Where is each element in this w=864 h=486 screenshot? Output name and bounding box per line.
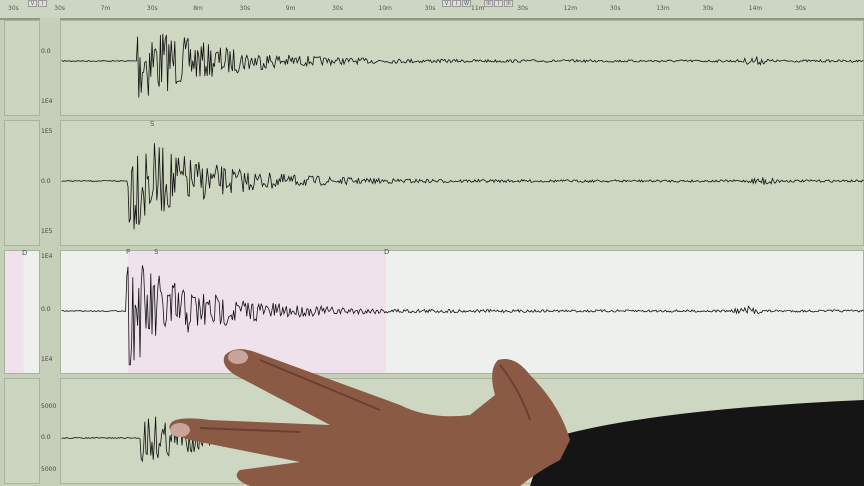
time-tick-label: 30s [517, 5, 529, 12]
amplitude-axis [40, 18, 60, 118]
amplitude-axis [40, 376, 60, 486]
ruler-button[interactable]: W [462, 0, 471, 7]
amplitude-axis [40, 118, 60, 248]
time-tick-label: 30s [424, 5, 436, 12]
seismogram-trace [61, 265, 864, 366]
ruler-button[interactable]: III [484, 0, 493, 7]
ruler-button[interactable]: III [504, 0, 513, 7]
time-tick-label: 9m [285, 5, 296, 12]
sleeve [530, 400, 864, 486]
time-tick-label: 11m [471, 5, 485, 12]
s-phase-marker: S [154, 248, 159, 256]
zero-label: 0.0 [41, 306, 51, 313]
bottom-label: 1E5 [41, 228, 53, 235]
zero-label: 0.0 [41, 178, 51, 185]
bottom-label: 1E4 [41, 356, 53, 363]
time-tick-label: 10m [378, 5, 392, 12]
channel-thumbnail[interactable] [4, 378, 40, 484]
time-tick-label: 13m [656, 5, 670, 12]
d-marker: D [384, 248, 390, 256]
bottom-label: 1E4 [41, 98, 53, 105]
seismogram-trace [61, 33, 864, 98]
s-phase-marker: S [150, 120, 155, 128]
time-tick-label: 30s [795, 5, 806, 12]
seismogram-trace [61, 143, 864, 230]
time-tick-label: 12m [563, 5, 578, 12]
channel-thumbnail[interactable] [4, 20, 40, 116]
channel-thumbnail[interactable] [4, 120, 40, 246]
time-tick-label: 30s [8, 5, 19, 12]
top-label: 1E4 [41, 253, 53, 260]
time-tick-label: 30s [146, 5, 158, 12]
ruler-button[interactable]: I [494, 0, 503, 7]
time-tick-label: 8m [193, 5, 203, 12]
time-tick-label: 30s [702, 5, 714, 12]
hand [169, 349, 571, 486]
p-phase-marker: P [126, 248, 131, 256]
top-label: 1E5 [41, 128, 53, 135]
time-tick-label: 30s [239, 5, 251, 12]
time-ruler: V I V I W III I III 30s 30s 7m 30s 8m 30s 9m 30… [0, 0, 864, 20]
channel-thumbnail[interactable] [4, 250, 40, 374]
channel-panel-2[interactable]: 1E5 0.0 1E5 S [0, 118, 864, 248]
ruler-button[interactable]: V [28, 0, 37, 7]
time-tick-label: 7m [100, 5, 111, 12]
time-tick-label: 30s [54, 5, 66, 12]
time-tick-label: 30s [332, 5, 343, 12]
ruler-button[interactable]: I [452, 0, 461, 7]
waveform-area[interactable] [60, 120, 864, 246]
time-tick-label: 14m [748, 5, 763, 12]
ruler-button[interactable]: I [38, 0, 47, 7]
d-marker: D [22, 249, 28, 257]
top-label: 5000 [41, 403, 57, 410]
bottom-label: 5000 [41, 466, 57, 473]
time-tick-label: 30s [609, 5, 621, 12]
zero-label: 0.0 [41, 48, 51, 55]
amplitude-axis [40, 248, 60, 376]
zero-label: 0.0 [41, 434, 51, 441]
ruler-button[interactable]: V [442, 0, 451, 7]
